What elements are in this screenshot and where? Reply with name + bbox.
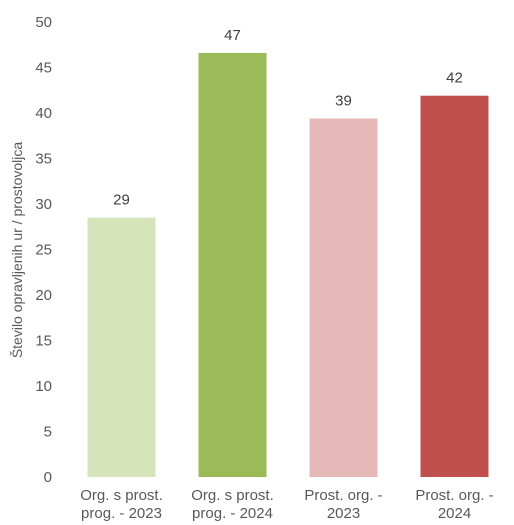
y-tick-label: 35 (35, 151, 52, 168)
y-tick-label: 40 (35, 105, 52, 122)
bar (198, 52, 267, 477)
y-tick-label: 10 (35, 378, 52, 395)
bar (87, 217, 156, 477)
bar-data-label: 39 (335, 92, 352, 109)
y-tick-label: 30 (35, 196, 52, 213)
data-labels-group: 29 47 39 42 (113, 27, 463, 209)
y-tick-label: 45 (35, 60, 52, 77)
y-tick-label: 0 (44, 469, 52, 486)
y-tick-label: 5 (44, 424, 52, 441)
bar-data-label: 29 (113, 192, 130, 209)
y-tick-label: 50 (35, 14, 52, 31)
bar-data-label: 47 (224, 27, 241, 44)
bar (420, 95, 489, 478)
y-axis-ticks: 0 5 10 15 20 25 30 35 40 45 50 (35, 14, 52, 486)
bar (309, 118, 378, 478)
y-tick-label: 25 (35, 242, 52, 259)
bar-data-label: 42 (446, 70, 463, 87)
y-axis-title-group: Število opravljenih ur / prostovoljca (9, 142, 25, 359)
x-category-label: Prost. org. -2024 (415, 487, 493, 522)
x-category-label: Org. s prost. prog. - 2023 (80, 487, 163, 522)
x-category-label: Prost. org. -2023 (304, 487, 382, 522)
y-tick-label: 20 (35, 287, 52, 304)
bars-group (87, 52, 489, 478)
x-category-label: Org. s prost. prog. - 2024 (191, 487, 274, 522)
y-tick-label: 15 (35, 333, 52, 350)
x-axis-labels: Org. s prost. prog. - 2023 Org. s prost. pr… (80, 487, 493, 522)
y-axis-title: Število opravljenih ur / prostovoljca (9, 142, 25, 359)
